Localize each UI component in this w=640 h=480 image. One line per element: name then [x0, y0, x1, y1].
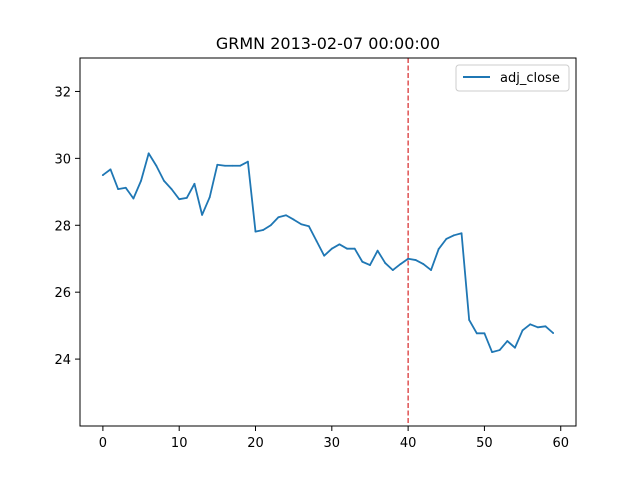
data-point [239, 164, 242, 167]
x-tick-label: 20 [247, 436, 264, 451]
y-tick-label: 24 [54, 353, 71, 368]
data-point [422, 263, 425, 265]
data-point [521, 329, 524, 332]
data-point [185, 196, 188, 199]
data-point [292, 218, 295, 221]
series-layer [101, 152, 555, 353]
data-point [193, 182, 196, 185]
data-point [178, 198, 181, 201]
data-point [224, 164, 226, 167]
data-point [101, 174, 104, 176]
data-point [376, 249, 379, 252]
data-point [498, 349, 501, 351]
data-point [124, 186, 127, 189]
data-point [453, 234, 455, 237]
x-tick-label: 60 [552, 436, 569, 451]
data-point [330, 247, 333, 250]
data-point [384, 262, 387, 264]
data-point [277, 216, 280, 219]
chart-title: GRMN 2013-02-07 00:00:00 [216, 34, 440, 53]
data-point [346, 247, 348, 250]
data-point [491, 351, 493, 353]
data-point [529, 323, 532, 326]
data-point [315, 240, 318, 242]
y-axis: 24 26 28 30 32 [54, 85, 80, 368]
x-tick-label: 0 [99, 436, 107, 451]
data-point [483, 332, 486, 335]
x-tick-label: 50 [476, 436, 493, 451]
data-point [445, 238, 448, 240]
data-point [300, 223, 303, 226]
legend-label-adj-close: adj_close [500, 71, 560, 86]
data-point [437, 248, 440, 250]
legend: adj_close [455, 64, 570, 92]
data-point [285, 214, 287, 217]
data-point [147, 152, 150, 155]
data-point [468, 319, 471, 321]
data-point [117, 188, 120, 191]
series-line-adj-close [101, 152, 555, 353]
data-point [140, 179, 142, 182]
data-point [544, 325, 547, 328]
data-point [361, 260, 364, 263]
data-point [369, 264, 371, 266]
data-point [269, 224, 272, 227]
data-point [216, 163, 219, 166]
data-point [308, 225, 310, 228]
y-tick-label: 32 [54, 85, 71, 100]
y-tick-label: 30 [54, 152, 71, 167]
data-point [536, 326, 539, 329]
data-point [552, 332, 555, 334]
x-tick-label: 40 [400, 436, 417, 451]
data-point [399, 263, 402, 265]
data-point [338, 243, 341, 246]
data-point [170, 188, 173, 191]
data-point [475, 332, 478, 335]
data-point [323, 254, 326, 257]
data-point [246, 160, 249, 163]
plot-frame [79, 57, 577, 427]
data-point [132, 197, 135, 200]
data-point [155, 164, 158, 167]
x-tick-label: 10 [171, 436, 188, 451]
y-tick-label: 28 [54, 219, 71, 234]
data-point [407, 257, 410, 260]
data-point [231, 164, 234, 167]
data-point [430, 269, 432, 272]
data-point [391, 269, 394, 272]
data-point [201, 214, 203, 216]
x-axis: 0 10 20 30 40 50 60 [99, 426, 569, 451]
data-point [460, 232, 463, 235]
data-point [163, 179, 165, 182]
data-point [254, 230, 257, 233]
data-point [514, 346, 516, 349]
data-point [506, 340, 509, 342]
data-point [262, 229, 265, 231]
legend-box [455, 64, 570, 92]
data-point [353, 247, 356, 250]
data-point [109, 168, 112, 171]
x-tick-label: 30 [324, 436, 341, 451]
data-point [208, 196, 211, 199]
y-tick-label: 26 [54, 286, 71, 301]
plot-area [80, 58, 576, 426]
data-point [414, 259, 417, 261]
